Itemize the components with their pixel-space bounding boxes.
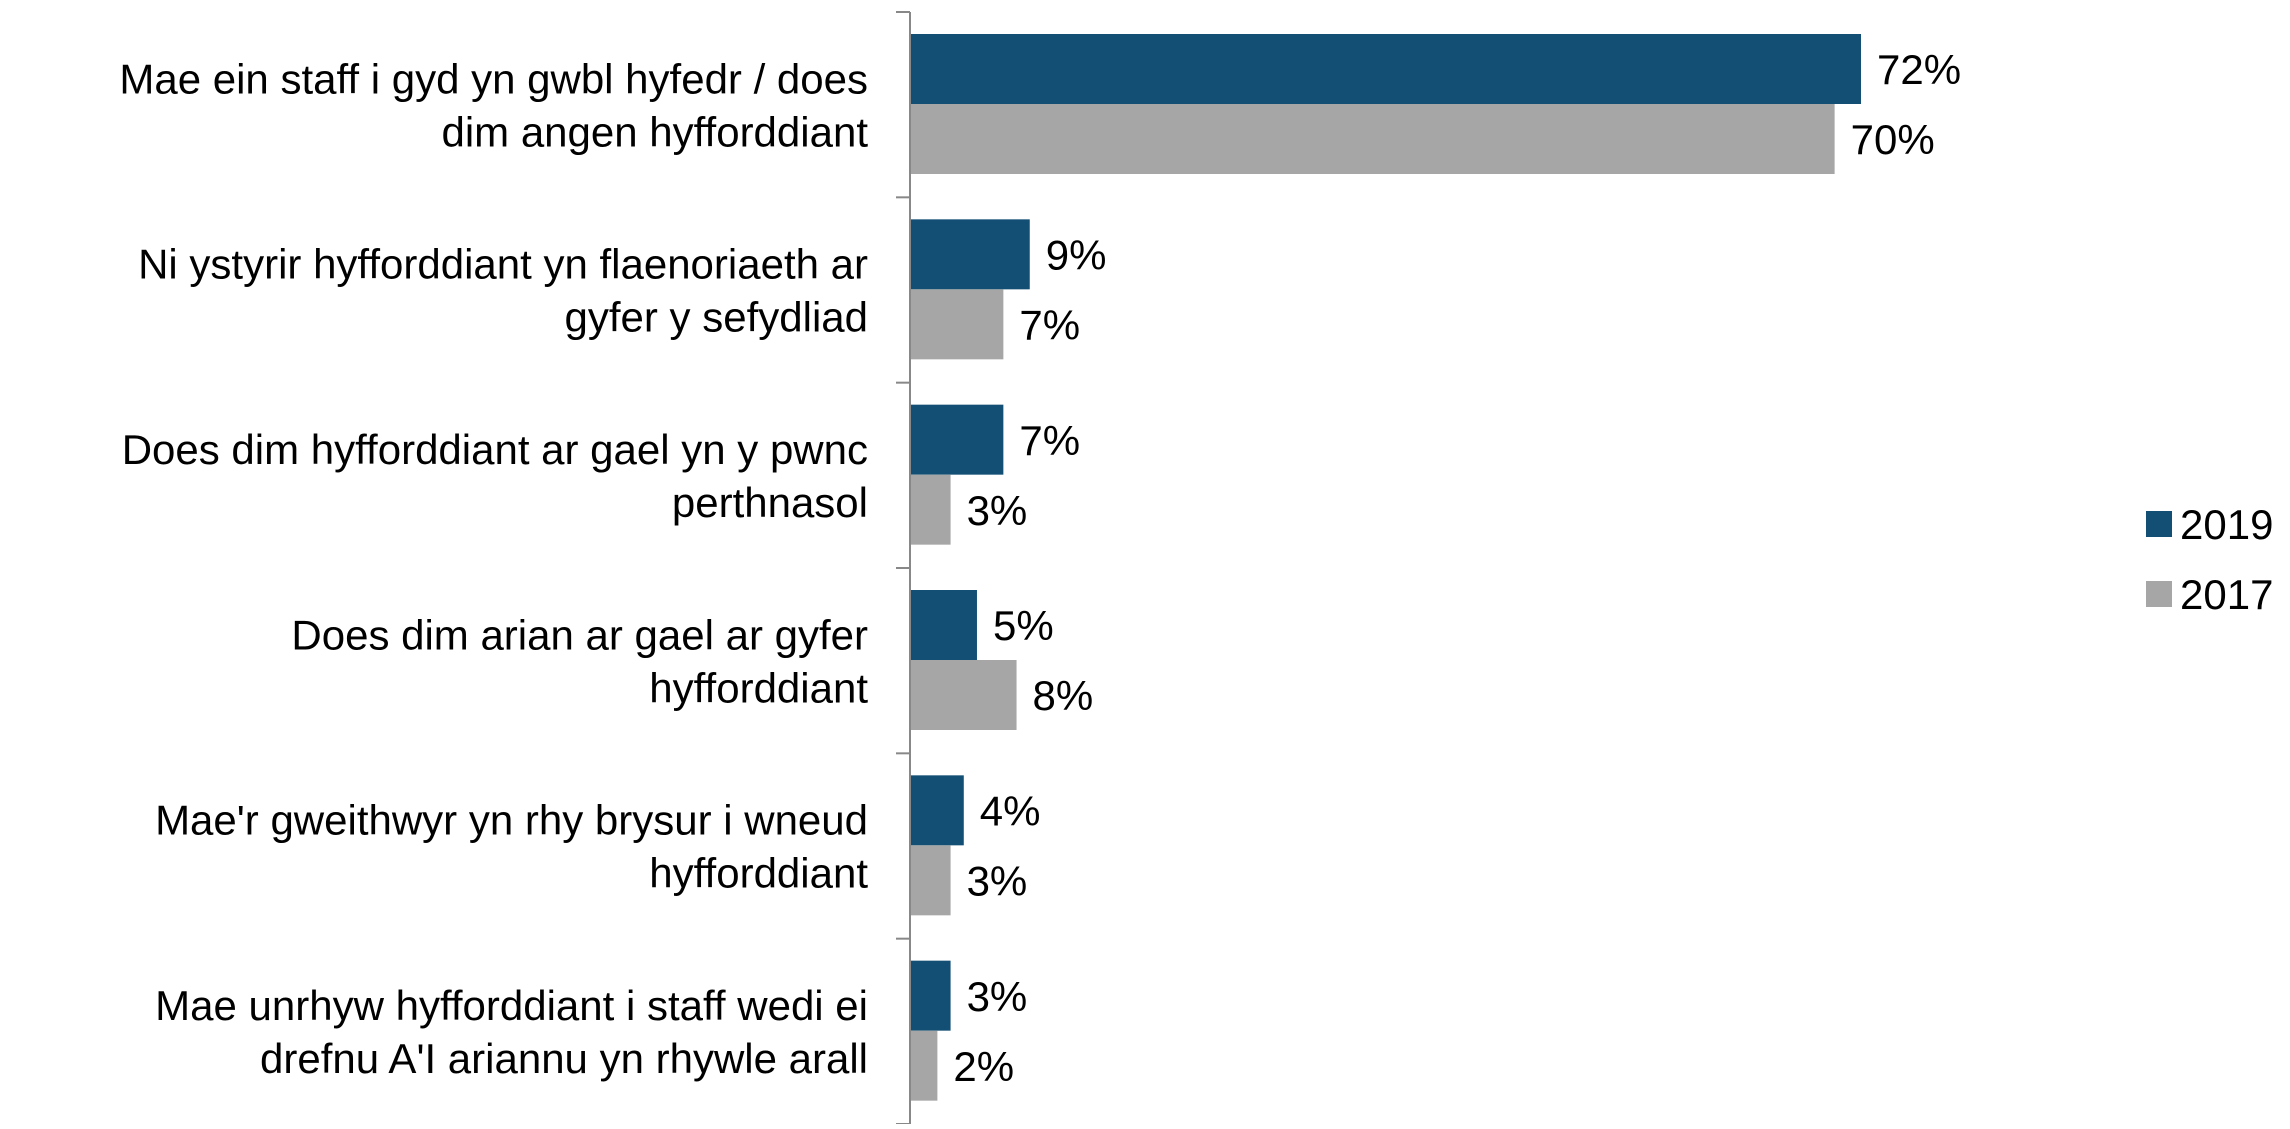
category-label: Mae unrhyw hyfforddiant i staff wedi ei — [155, 982, 868, 1029]
bar-2019-0 — [911, 34, 1861, 104]
bar-2017-0 — [911, 104, 1835, 174]
value-labels: 72% 70% 9% 7% 7% 3% 5% 8% 4% 3% 3% 2% — [953, 46, 1961, 1090]
bar-2019-1 — [911, 219, 1030, 290]
bar-2019-5 — [911, 960, 951, 1031]
bar-2019-2 — [911, 404, 1004, 475]
category-label: Ni ystyrir hyfforddiant yn flaenoriaeth … — [138, 241, 868, 288]
data-label: 3% — [967, 973, 1028, 1020]
category-label: hyfforddiant — [649, 664, 868, 711]
category-label: Does dim hyfforddiant ar gael yn y pwnc — [122, 426, 868, 473]
bar-2019-4 — [911, 775, 964, 846]
data-label: 8% — [1033, 672, 1094, 719]
bar-2017-4 — [911, 845, 951, 916]
data-label: 7% — [1019, 301, 1080, 348]
category-label: gyfer y sefydliad — [565, 294, 868, 341]
bar-2019-3 — [911, 590, 977, 660]
bar-2017-5 — [911, 1030, 938, 1101]
category-label: drefnu A'I ariannu yn rhywle arall — [260, 1035, 868, 1082]
data-label: 72% — [1877, 46, 1961, 93]
data-label: 9% — [1046, 231, 1107, 278]
axis-layer — [896, 11, 911, 1125]
data-label: 4% — [980, 787, 1041, 834]
legend-label: 2017 — [2180, 571, 2273, 618]
legend-swatch — [2146, 511, 2172, 537]
bars — [911, 34, 1861, 1101]
bar-2017-2 — [911, 474, 951, 545]
data-label: 5% — [993, 602, 1054, 649]
data-label: 3% — [967, 857, 1028, 904]
legend-label: 2019 — [2180, 501, 2273, 548]
category-label: perthnasol — [672, 479, 868, 526]
category-labels: Mae ein staff i gyd yn gwbl hyfedr / doe… — [119, 55, 868, 1082]
category-label: Does dim arian ar gael ar gyfer — [291, 611, 868, 658]
data-label: 7% — [1019, 417, 1080, 464]
category-label: Mae ein staff i gyd yn gwbl hyfedr / doe… — [119, 55, 868, 102]
data-label: 2% — [953, 1043, 1014, 1090]
data-label: 70% — [1851, 116, 1935, 163]
bar-2017-3 — [911, 660, 1017, 730]
category-label: Mae'r gweithwyr yn rhy brysur i wneud — [155, 797, 868, 844]
category-label: dim angen hyfforddiant — [441, 108, 868, 155]
data-label: 3% — [967, 487, 1028, 534]
category-label: hyfforddiant — [649, 850, 868, 897]
legend-swatch — [2146, 581, 2172, 607]
bar-2017-1 — [911, 289, 1004, 360]
legend: 2019 2017 — [2146, 501, 2273, 618]
